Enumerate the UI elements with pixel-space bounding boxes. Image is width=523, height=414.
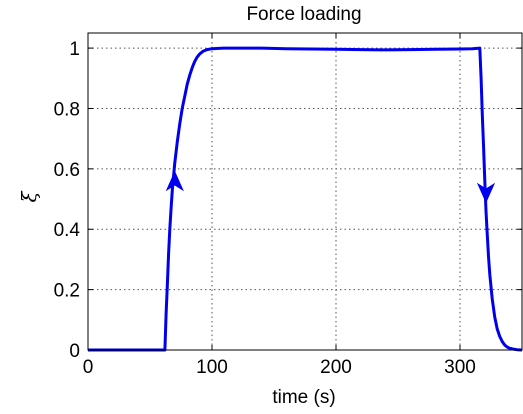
series-line-xi [88, 46, 523, 352]
y-tick-label: 0 [69, 341, 80, 362]
y-tick-label: 0.2 [54, 281, 80, 302]
x-axis-label: time (s) [272, 387, 335, 408]
chart-title: Force loading [246, 4, 361, 25]
y-tick-label: 0.4 [54, 220, 81, 241]
grid-lines [88, 33, 522, 350]
arrow-up [165, 170, 184, 192]
plot-frame [87, 32, 523, 351]
x-tick-label: 200 [320, 357, 352, 378]
x-tick-label: 300 [444, 357, 476, 378]
direction-arrows [165, 170, 496, 204]
arrow-down [476, 182, 496, 204]
tick-labels: 0 100 200 300 0 0.2 0.4 0.6 0.8 1 [54, 39, 476, 378]
x-tick-label: 100 [196, 357, 228, 378]
x-tick-label: 0 [83, 357, 94, 378]
y-tick-label: 0.8 [54, 99, 80, 120]
y-tick-label: 1 [69, 39, 80, 60]
y-axis-label: ξ [17, 191, 41, 203]
axis-ticks [87, 33, 522, 351]
y-tick-label: 0.6 [54, 160, 80, 181]
